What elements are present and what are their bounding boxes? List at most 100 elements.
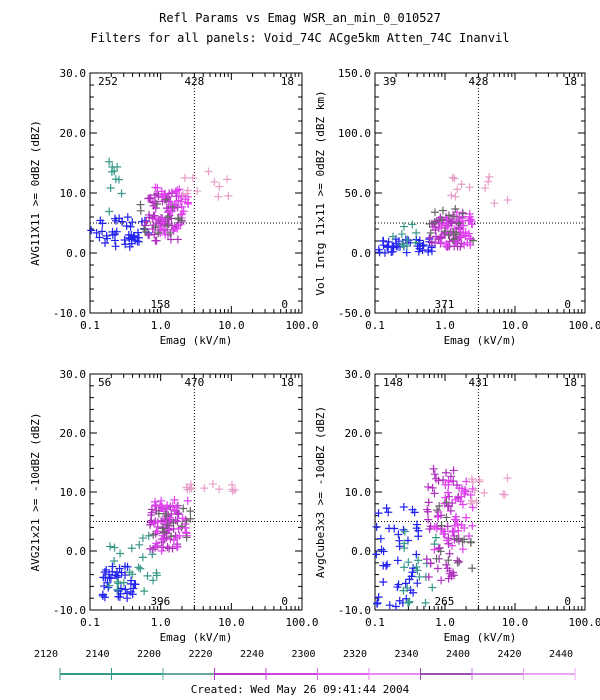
scatter-point [165, 525, 174, 534]
x-tick-label: 1.0 [435, 319, 455, 332]
scatter-point [379, 237, 388, 246]
scatter-panels: 0.1 1.0 10.0 100.0 -10.0 0.0 10.0 20.0 30.0 252 42… [29, 67, 600, 644]
count-bottom-right: 0 [281, 298, 288, 311]
scatter-point [377, 545, 386, 554]
x-tick-label: 10.0 [502, 616, 529, 629]
scatter-point [173, 224, 182, 233]
scatter-point [106, 542, 115, 551]
scatter-point [176, 220, 185, 229]
colorbar: 2120 2140 2200 2220 2240 2300 2320 2340 2400 2420… [34, 649, 576, 680]
scatter-point [106, 184, 115, 193]
scatter-point [134, 563, 143, 572]
scatter-point [149, 576, 158, 585]
scatter-point [443, 564, 452, 573]
colorbar-tick-label: 2320 [343, 649, 367, 660]
scatter-point [490, 199, 499, 208]
scatter-point [110, 557, 119, 566]
colorbar-tick-label: 2120 [34, 649, 58, 660]
scatter-points [372, 464, 512, 611]
scatter-point [173, 543, 182, 552]
scatter-point [110, 167, 119, 176]
scatter-point [200, 484, 209, 493]
scatter-point [134, 233, 143, 242]
scatter-point [435, 543, 444, 552]
scatter-point [215, 182, 224, 191]
scatter-point [412, 228, 421, 237]
scatter-point [372, 550, 381, 559]
scatter-point [468, 503, 477, 512]
y-tick-label: 20.0 [60, 427, 87, 440]
count-bottom-right: 0 [281, 595, 288, 608]
count-bottom-middle: 396 [150, 595, 170, 608]
figure-title-line1: Refl Params vs Emag WSR_an_min_0_010527 [159, 11, 441, 25]
scatter-point [104, 583, 113, 592]
colorbar-tick-label: 2220 [188, 649, 212, 660]
scatter-point [157, 546, 166, 555]
scatter-point [224, 191, 233, 200]
scatter-point [159, 191, 168, 200]
scatter-point [175, 531, 184, 540]
scatter-point [383, 243, 392, 252]
scatter-point [121, 240, 130, 249]
scatter-point [152, 571, 161, 580]
scatter-point [161, 512, 170, 521]
scatter-point [138, 534, 147, 543]
scatter-point [181, 515, 190, 524]
count-top-right: 18 [281, 75, 294, 88]
scatter-point [434, 507, 443, 516]
scatter-point [458, 545, 467, 554]
scatter-point [145, 520, 154, 529]
scatter-point [429, 464, 438, 473]
scatter-point [154, 229, 163, 238]
scatter-point [178, 190, 187, 199]
scatter-point [465, 531, 474, 540]
count-bottom-middle: 371 [434, 298, 454, 311]
count-top-left: 39 [383, 75, 396, 88]
y-tick-label: 30.0 [60, 368, 87, 381]
y-tick-label: 20.0 [345, 427, 372, 440]
scatter-point [374, 509, 383, 518]
scatter-point [159, 543, 168, 552]
scatter-points [87, 157, 233, 251]
scatter-point [193, 187, 202, 196]
scatter-point [98, 219, 107, 228]
scatter-point [111, 175, 120, 184]
y-axis-label: AVG11X11 >= 0dBZ (dBZ) [29, 120, 42, 266]
count-top-left: 252 [98, 75, 118, 88]
scatter-point [158, 531, 167, 540]
scatter-point [444, 211, 453, 220]
scatter-point [204, 167, 213, 176]
scatter-point [110, 236, 119, 245]
scatter-point [404, 598, 413, 607]
scatter-point [425, 233, 434, 242]
x-tick-label: 100.0 [285, 616, 318, 629]
scatter-point [443, 522, 452, 531]
scatter-point [451, 192, 460, 201]
scatter-point [384, 508, 393, 517]
scatter-point [445, 492, 454, 501]
x-tick-label: 100.0 [568, 616, 600, 629]
scatter-point [121, 562, 130, 571]
scatter-point [168, 203, 177, 212]
scatter-point [122, 222, 131, 231]
scatter-point [443, 214, 452, 223]
scatter-point [185, 485, 194, 494]
scatter-point [415, 572, 424, 581]
scatter-point [409, 564, 418, 573]
figure-title-line2: Filters for all panels: Void_74C ACge5km… [90, 31, 509, 45]
count-bottom-middle: 265 [434, 595, 454, 608]
y-tick-label: 0.0 [66, 247, 86, 260]
scatter-point [425, 524, 434, 533]
scatter-point [438, 206, 447, 215]
scatter-point [104, 570, 113, 579]
scatter-point [457, 233, 466, 242]
scatter-point [432, 554, 441, 563]
scatter-point [430, 218, 439, 227]
scatter-point [180, 173, 189, 182]
scatter-point [459, 221, 468, 230]
scatter-point [444, 574, 453, 583]
scatter-point [445, 549, 454, 558]
y-axis-label: AvgCube3x3 >= -10dBZ (dBZ) [314, 406, 327, 578]
scatter-point [421, 598, 430, 607]
scatter-point [382, 504, 391, 513]
